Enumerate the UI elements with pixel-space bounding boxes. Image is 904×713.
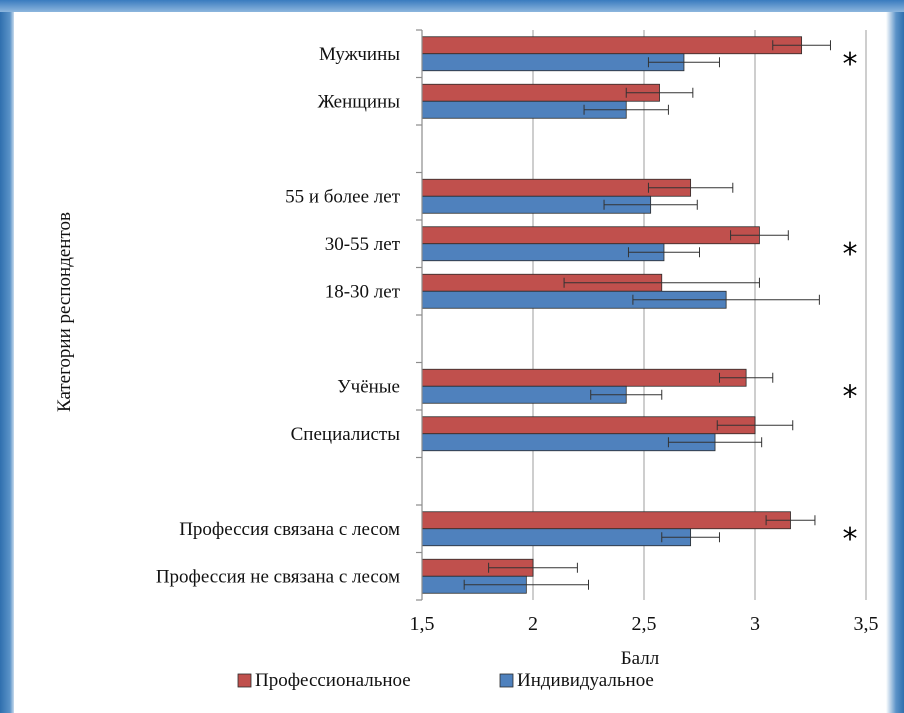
legend: Профессиональное Индивидуальное: [237, 670, 654, 691]
error-bars: [463, 40, 831, 590]
bar-professional: [421, 83, 660, 102]
category-label: Мужчины: [319, 44, 400, 65]
category-label: 55 и более лет: [285, 186, 401, 207]
x-tick-label: 1,5: [410, 613, 435, 635]
category-label: Женщины: [318, 91, 401, 112]
bar-individual: [421, 528, 692, 547]
gridlines: [532, 30, 867, 600]
category-label: 30-55 лет: [325, 234, 401, 255]
category-label: Профессия не связана с лесом: [156, 566, 400, 587]
bar-professional: [421, 511, 791, 530]
bar-professional: [421, 416, 756, 435]
top-border: [0, 0, 904, 12]
x-axis-title: Балл: [621, 648, 660, 669]
significance-star: *: [843, 237, 858, 272]
significance-star: *: [843, 522, 858, 557]
legend-swatch: [499, 673, 514, 688]
bar-professional: [421, 368, 747, 387]
bars: [421, 36, 803, 594]
chart-panel: [14, 12, 886, 713]
significance-markers: * * * *: [843, 47, 858, 557]
significance-star: *: [843, 379, 858, 414]
category-label: Специалисты: [291, 424, 401, 445]
x-tick-label: 3,5: [854, 613, 879, 635]
legend-swatch: [237, 673, 252, 688]
category-label: Профессия связана с лесом: [179, 519, 400, 540]
bar-professional: [421, 36, 803, 55]
bar-individual: [421, 243, 665, 262]
x-tick-label: 2,5: [632, 613, 657, 635]
category-label: 18-30 лет: [325, 281, 401, 302]
axes: [416, 29, 423, 601]
bar-individual: [421, 53, 685, 72]
x-tick-label: 3: [750, 613, 760, 635]
category-labels: Мужчины Женщины 55 и более лет 30-55 лет 18-…: [156, 44, 401, 588]
bar-professional: [421, 226, 760, 245]
legend-label: Индивидуальное: [517, 670, 654, 691]
category-label: Учёные: [337, 376, 400, 397]
x-tick-label: 2: [528, 613, 538, 635]
legend-label: Профессиональное: [255, 670, 411, 691]
y-axis-title: Категории респондентов: [54, 212, 75, 412]
significance-star: *: [843, 47, 858, 82]
x-tick-labels: 1,5 2 2,5 3 3,5: [410, 613, 879, 635]
